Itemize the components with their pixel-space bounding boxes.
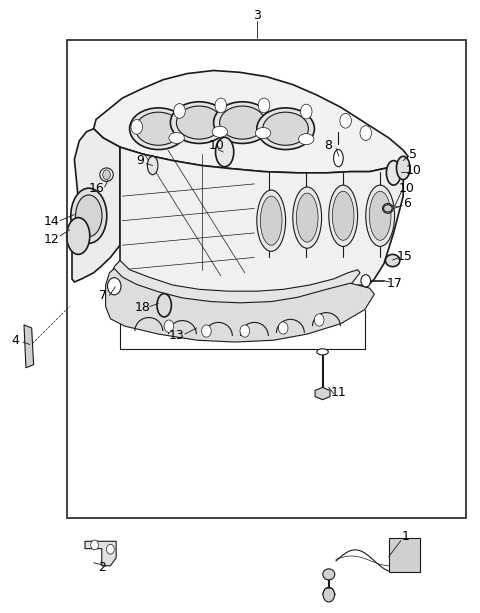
Ellipse shape [219, 106, 265, 139]
Circle shape [240, 325, 250, 337]
Text: 5: 5 [409, 148, 417, 161]
Text: 12: 12 [44, 232, 60, 246]
Ellipse shape [334, 150, 343, 167]
Circle shape [314, 314, 324, 326]
Text: 17: 17 [386, 276, 403, 290]
Ellipse shape [176, 106, 222, 139]
Ellipse shape [75, 195, 102, 237]
Polygon shape [120, 147, 403, 340]
Ellipse shape [257, 108, 314, 150]
Text: 10: 10 [399, 181, 415, 195]
Circle shape [278, 322, 288, 334]
Ellipse shape [263, 112, 308, 145]
Bar [67, 40, 466, 518]
Ellipse shape [386, 161, 401, 185]
Circle shape [131, 120, 143, 134]
Circle shape [174, 104, 185, 118]
Circle shape [107, 544, 114, 554]
Ellipse shape [323, 569, 335, 580]
Ellipse shape [385, 254, 400, 267]
Circle shape [258, 98, 270, 113]
Text: 8: 8 [324, 139, 332, 152]
Ellipse shape [255, 128, 271, 139]
Text: 18: 18 [135, 301, 151, 314]
Circle shape [215, 98, 227, 113]
Ellipse shape [157, 294, 171, 317]
Ellipse shape [169, 132, 184, 143]
Text: 4: 4 [12, 333, 19, 347]
Polygon shape [72, 129, 120, 282]
Circle shape [323, 587, 335, 602]
Ellipse shape [71, 188, 107, 243]
Ellipse shape [170, 102, 228, 143]
Polygon shape [389, 538, 420, 572]
Circle shape [202, 325, 211, 337]
Text: 3: 3 [253, 9, 261, 22]
Text: 15: 15 [396, 249, 412, 263]
Ellipse shape [317, 349, 328, 355]
Circle shape [91, 540, 98, 550]
Polygon shape [106, 268, 374, 342]
Text: 13: 13 [169, 329, 184, 343]
Ellipse shape [370, 191, 391, 240]
Polygon shape [110, 261, 360, 316]
Text: 10: 10 [209, 139, 225, 153]
Ellipse shape [257, 190, 286, 251]
Text: 7: 7 [99, 289, 107, 302]
Text: 10: 10 [406, 164, 422, 177]
Text: 16: 16 [89, 182, 105, 196]
Ellipse shape [135, 112, 181, 145]
Polygon shape [110, 267, 365, 340]
Circle shape [340, 113, 351, 128]
Ellipse shape [299, 134, 314, 145]
Ellipse shape [296, 193, 318, 242]
Ellipse shape [383, 204, 393, 213]
Circle shape [108, 278, 121, 295]
Polygon shape [85, 541, 116, 566]
Text: 1: 1 [402, 530, 409, 543]
Ellipse shape [384, 205, 392, 212]
Ellipse shape [147, 156, 158, 175]
Text: 2: 2 [98, 560, 106, 574]
Ellipse shape [216, 137, 234, 167]
Polygon shape [24, 325, 34, 368]
Polygon shape [94, 70, 408, 173]
Text: 6: 6 [403, 197, 411, 210]
Ellipse shape [396, 156, 410, 180]
Text: 11: 11 [331, 386, 346, 399]
Ellipse shape [293, 187, 322, 248]
Ellipse shape [67, 218, 90, 254]
Circle shape [300, 104, 312, 119]
Text: 9: 9 [136, 154, 144, 167]
Circle shape [360, 126, 372, 140]
Ellipse shape [260, 196, 282, 245]
Ellipse shape [130, 108, 187, 150]
Polygon shape [315, 387, 330, 400]
Circle shape [361, 275, 371, 287]
Ellipse shape [214, 102, 271, 143]
Ellipse shape [366, 185, 395, 246]
Circle shape [164, 320, 174, 332]
Text: 14: 14 [44, 215, 60, 229]
Circle shape [103, 170, 110, 180]
Ellipse shape [212, 126, 228, 137]
Ellipse shape [329, 185, 358, 246]
Ellipse shape [332, 191, 354, 240]
Ellipse shape [100, 168, 113, 181]
